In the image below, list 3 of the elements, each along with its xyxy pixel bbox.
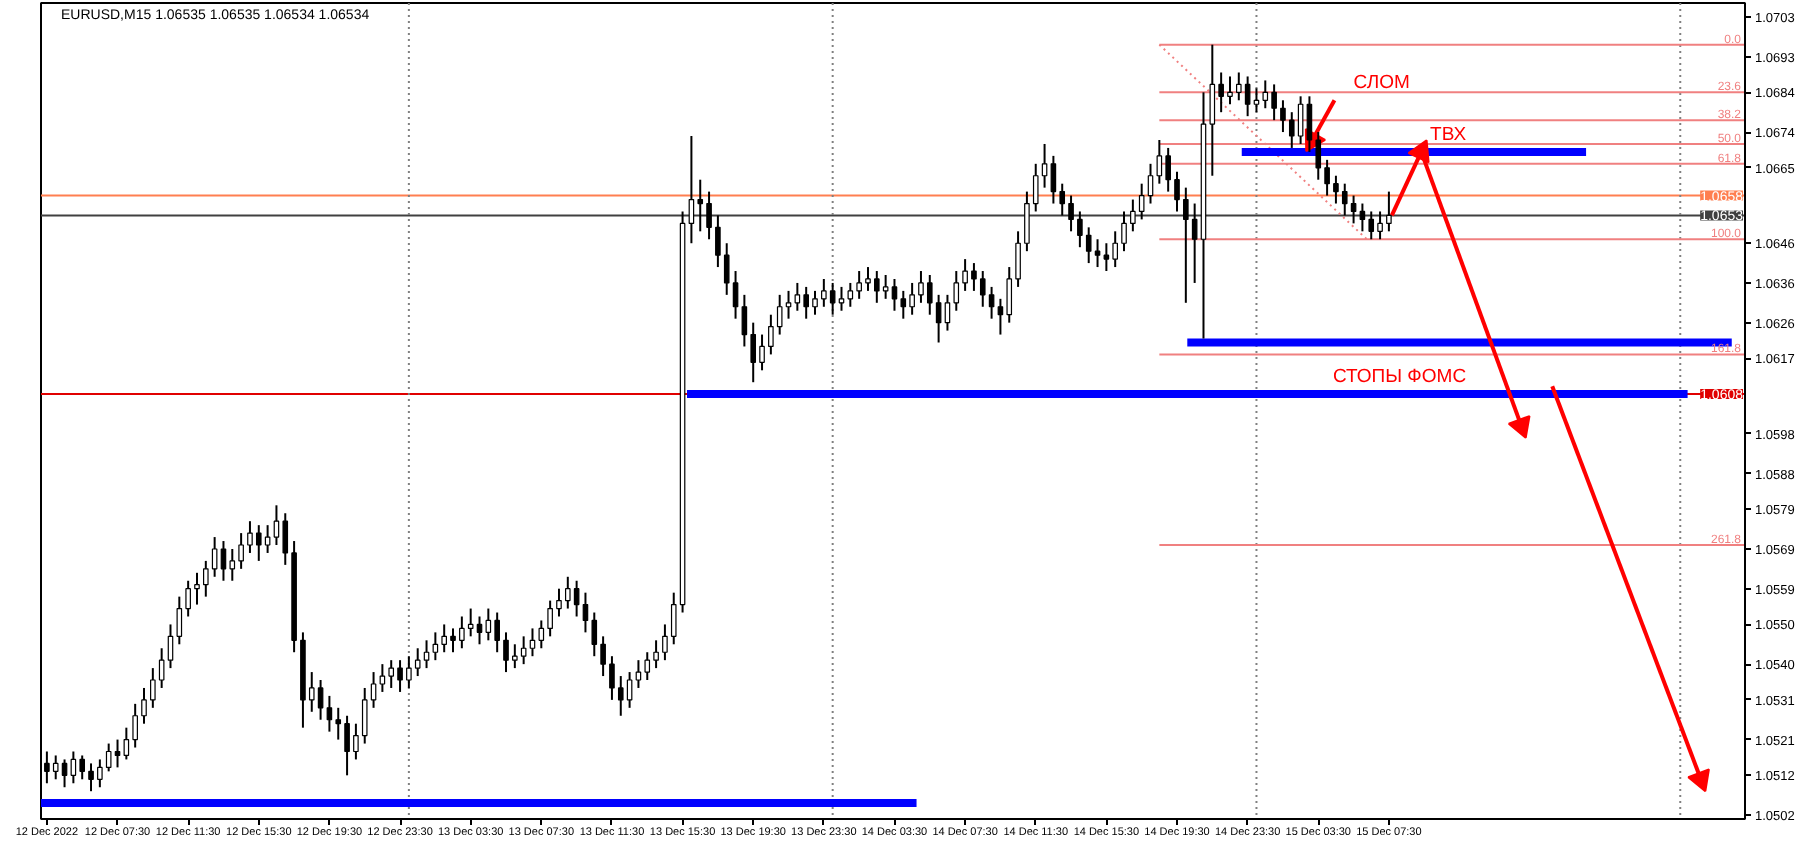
annotation: ТВХ: [1430, 123, 1468, 146]
annotation: СТОПЫ ФОМС: [1332, 366, 1467, 389]
annotation: СЛОМ: [1353, 72, 1410, 95]
